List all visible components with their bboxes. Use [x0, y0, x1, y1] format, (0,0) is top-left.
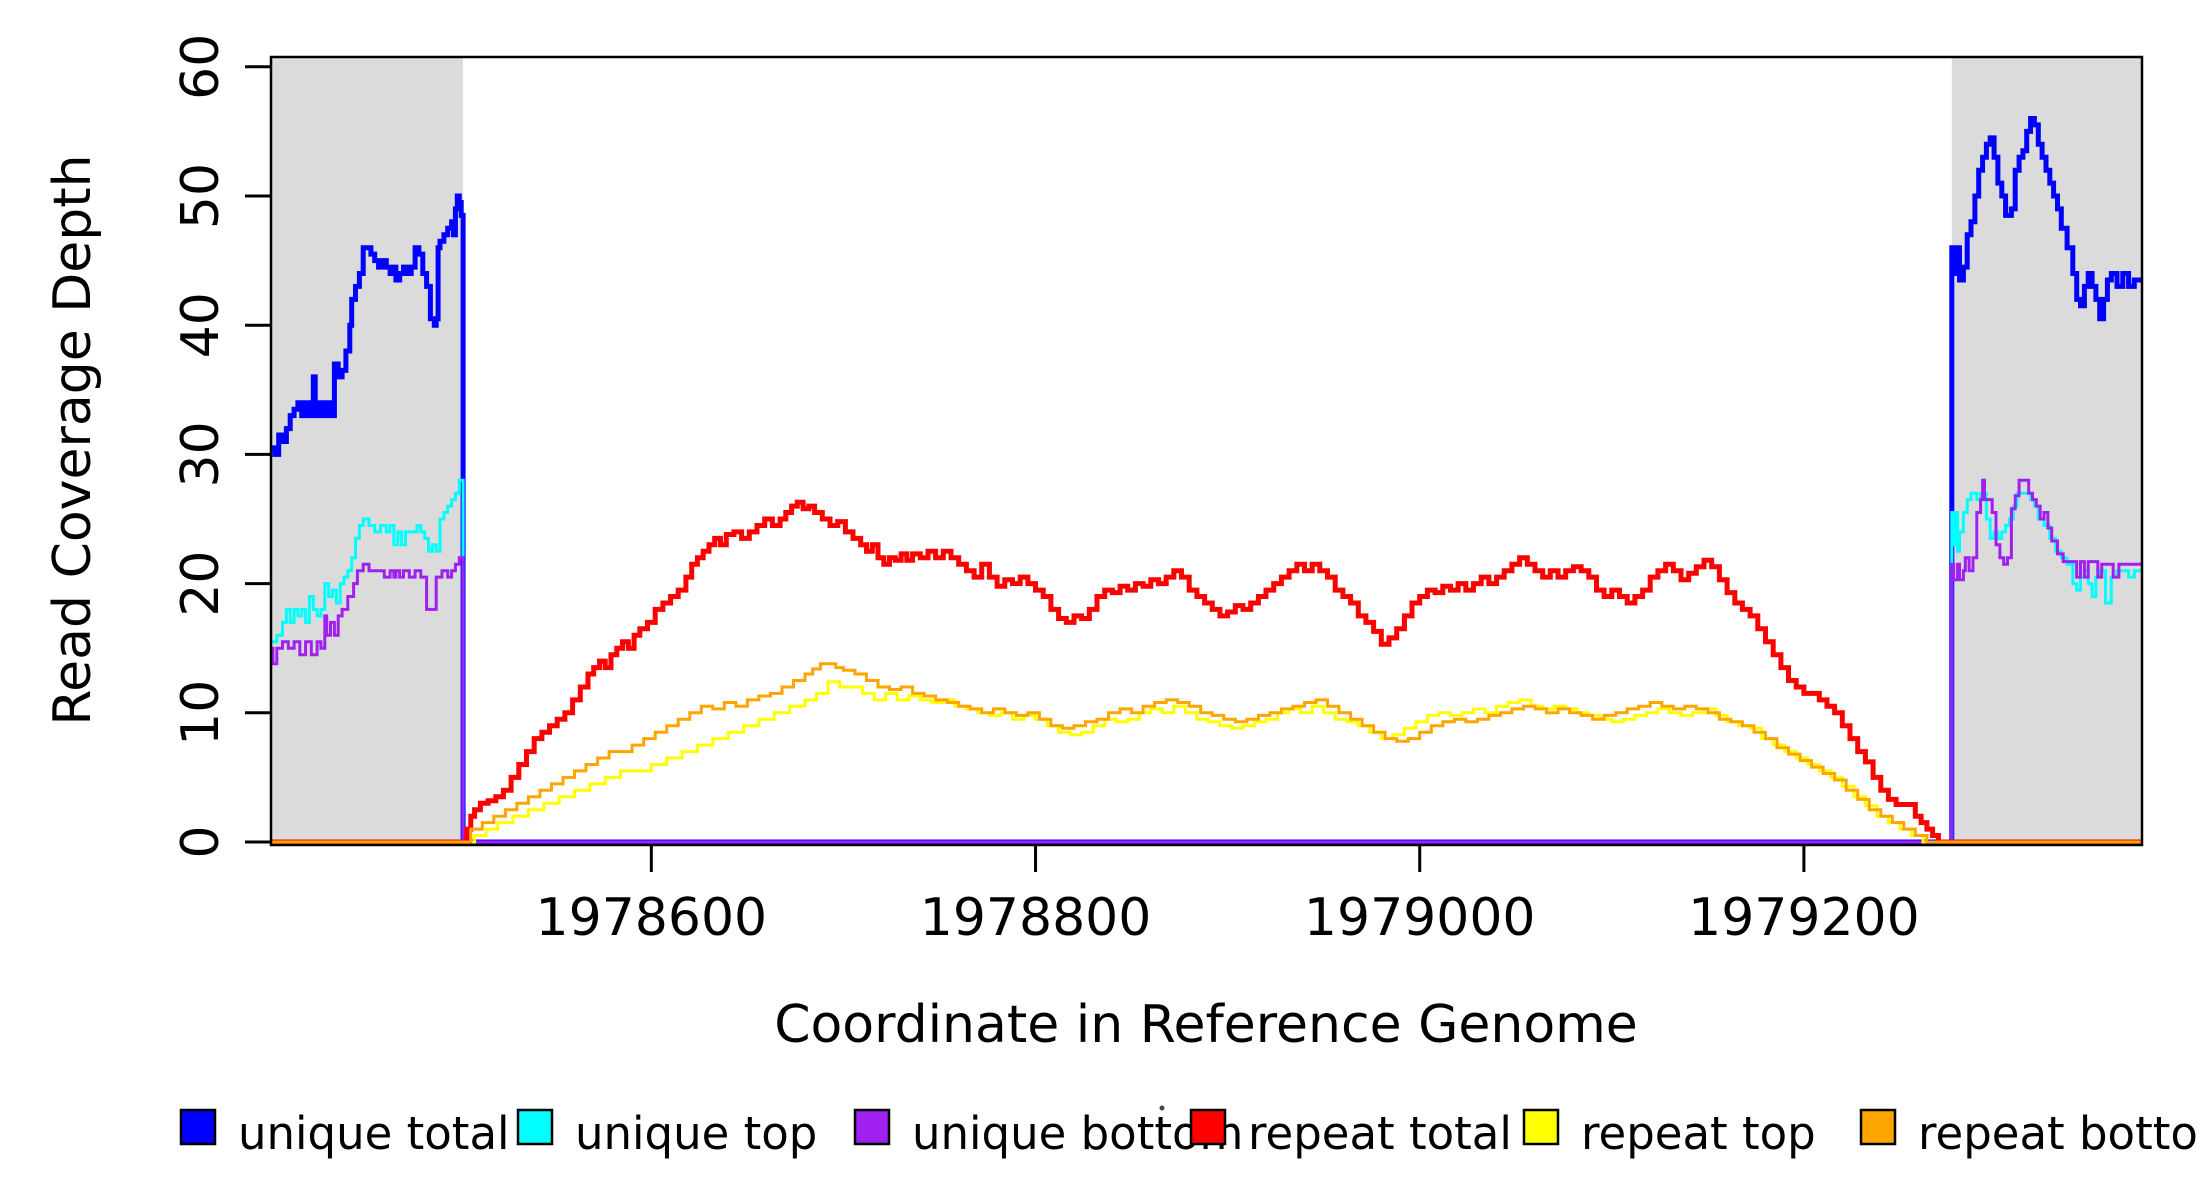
- legend-label-repeat-total: repeat total: [1248, 1107, 1512, 1160]
- legend-item-repeat-bottom: repeat bottom: [1859, 1107, 2200, 1160]
- unique-total-line: [271, 116, 2142, 845]
- legend-item-unique-bottom: unique bottom: [853, 1107, 1243, 1160]
- legend-swatch-repeat-bottom: [1859, 1108, 1897, 1146]
- legend-item-unique-total: unique total: [179, 1107, 510, 1160]
- left-flank-unique-region: [271, 57, 464, 845]
- right-flank-unique-region: [1951, 57, 2142, 845]
- shaded-regions: [271, 57, 2142, 845]
- repeat-bottom-line: [271, 662, 2142, 844]
- unique-top-line: [271, 478, 2142, 844]
- legend: unique total unique top unique bottom repea…: [179, 1107, 2200, 1160]
- repeat-top-line: [271, 680, 2142, 844]
- x-tick-label: 1978600: [536, 888, 768, 948]
- y-tick-label: 10: [171, 680, 231, 746]
- axes: 1978600 1978800 1979000 1979200 0 10 20 30 40 50 6…: [171, 34, 2144, 948]
- legend-label-unique-bottom: unique bottom: [912, 1107, 1243, 1160]
- stray-dot-artifact: [1159, 1105, 1165, 1111]
- legend-swatch-unique-total: [179, 1108, 217, 1146]
- legend-label-repeat-top: repeat top: [1581, 1107, 1816, 1160]
- y-tick-label: 50: [171, 163, 231, 229]
- unique-bottom-line: [271, 478, 2142, 844]
- y-tick-label: 0: [171, 825, 231, 858]
- y-tick-label: 60: [171, 34, 231, 100]
- y-axis-title: Read Coverage Depth: [43, 154, 103, 725]
- x-axis-title: Coordinate in Reference Genome: [774, 995, 1638, 1055]
- legend-swatch-repeat-top: [1522, 1108, 1560, 1146]
- legend-item-repeat-total: repeat total: [1189, 1107, 1512, 1160]
- legend-item-unique-top: unique top: [516, 1107, 817, 1160]
- legend-swatch-unique-top: [516, 1108, 554, 1146]
- plot-border: [269, 55, 2144, 847]
- legend-item-repeat-top: repeat top: [1522, 1107, 1816, 1160]
- legend-label-repeat-bottom: repeat bottom: [1918, 1107, 2200, 1160]
- legend-swatch-unique-bottom: [853, 1108, 891, 1146]
- repeat-total-line: [271, 499, 2142, 845]
- legend-swatch-repeat-total: [1189, 1108, 1227, 1146]
- x-tick-label: 1979200: [1688, 888, 1920, 948]
- y-tick-label: 20: [171, 551, 231, 617]
- legend-label-unique-total: unique total: [238, 1107, 510, 1160]
- legend-label-unique-top: unique top: [575, 1107, 817, 1160]
- series-lines: [271, 116, 2142, 845]
- y-tick-label: 30: [171, 421, 231, 487]
- x-tick-label: 1978800: [920, 888, 1152, 948]
- y-tick-label: 40: [171, 292, 231, 358]
- x-tick-label: 1979000: [1304, 888, 1536, 948]
